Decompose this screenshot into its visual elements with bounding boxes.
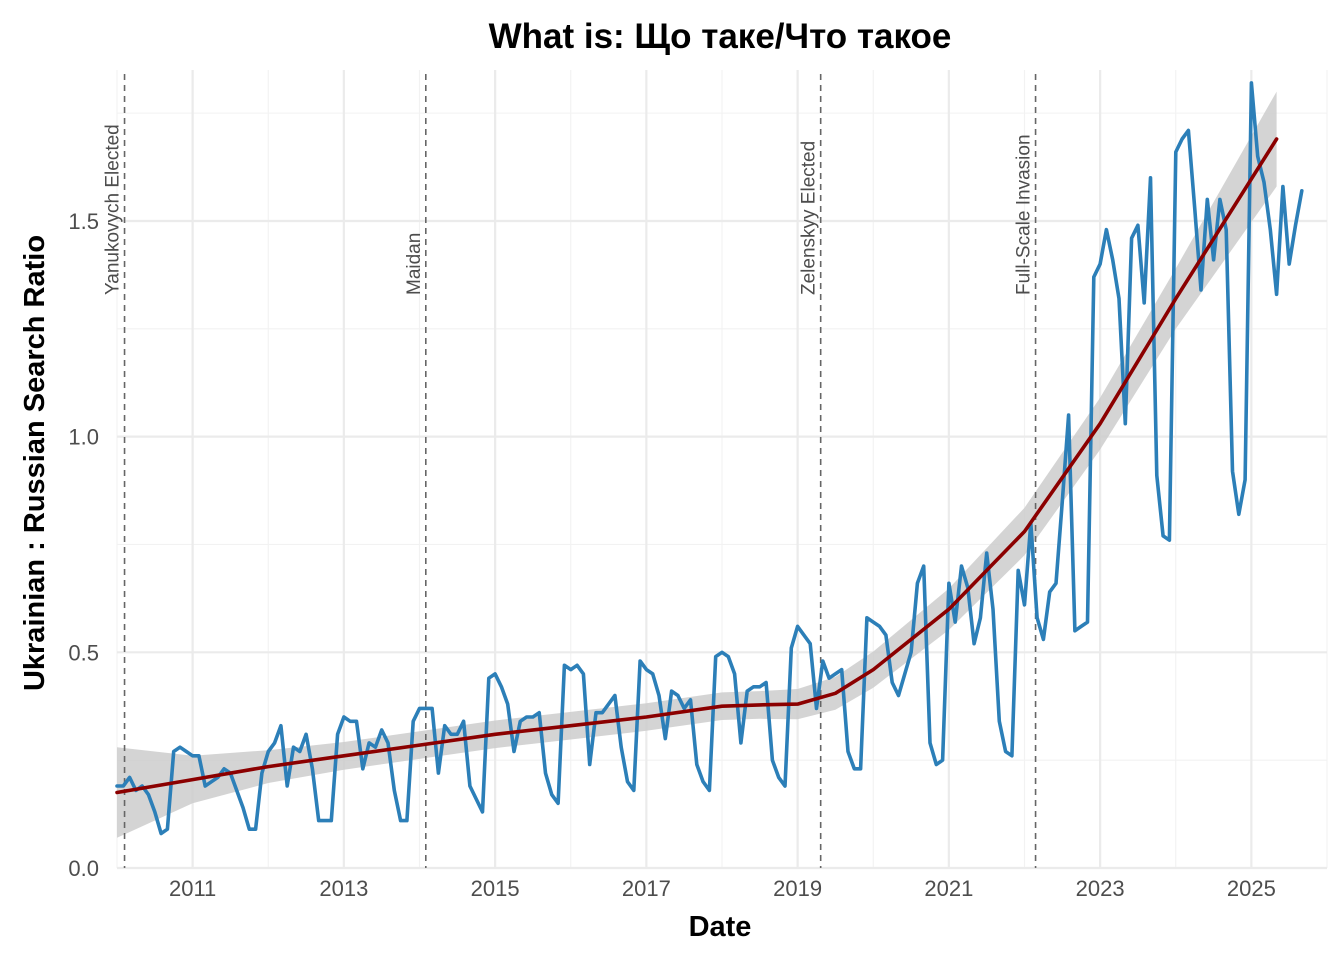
y-axis-title: Ukrainian : Russian Search Ratio [19, 235, 51, 691]
x-tick-label: 2023 [1076, 876, 1125, 901]
x-axis-title: Date [689, 911, 752, 943]
x-tick-label: 2017 [622, 876, 671, 901]
trend-layer [115, 137, 1279, 795]
trend-line [115, 137, 1279, 795]
y-tick-label: 1.0 [68, 425, 99, 450]
x-tick-label: 2021 [924, 876, 973, 901]
y-axis-ticks: 0.0 0.5 1.0 1.5 [68, 209, 99, 881]
x-tick-label: 2015 [471, 876, 520, 901]
confidence-band [117, 91, 1277, 838]
y-tick-label: 1.5 [68, 209, 99, 234]
x-tick-label: 2011 [169, 876, 216, 901]
confidence-band-layer [117, 91, 1277, 838]
x-tick-label: 2013 [319, 876, 368, 901]
chart-title: What is: Що таке/Что такое [489, 17, 952, 56]
series-layer [115, 81, 1304, 836]
event-label: Yanukovych Elected [103, 124, 124, 295]
event-markers: Yanukovych Elected Maidan Zelenskyy Electe… [103, 74, 1037, 868]
series-line [115, 81, 1304, 836]
event-label: Zelenskyy Elected [799, 141, 820, 295]
x-tick-label: 2019 [773, 876, 822, 901]
event-label: Maidan [404, 233, 425, 295]
event-label: Full-Scale Invasion [1014, 134, 1035, 295]
y-tick-label: 0.0 [68, 856, 99, 881]
y-tick-label: 0.5 [68, 640, 99, 665]
x-axis-ticks: 2011 2013 2015 2017 2019 2021 2023 2025 [169, 876, 1276, 901]
x-tick-label: 2025 [1227, 876, 1276, 901]
